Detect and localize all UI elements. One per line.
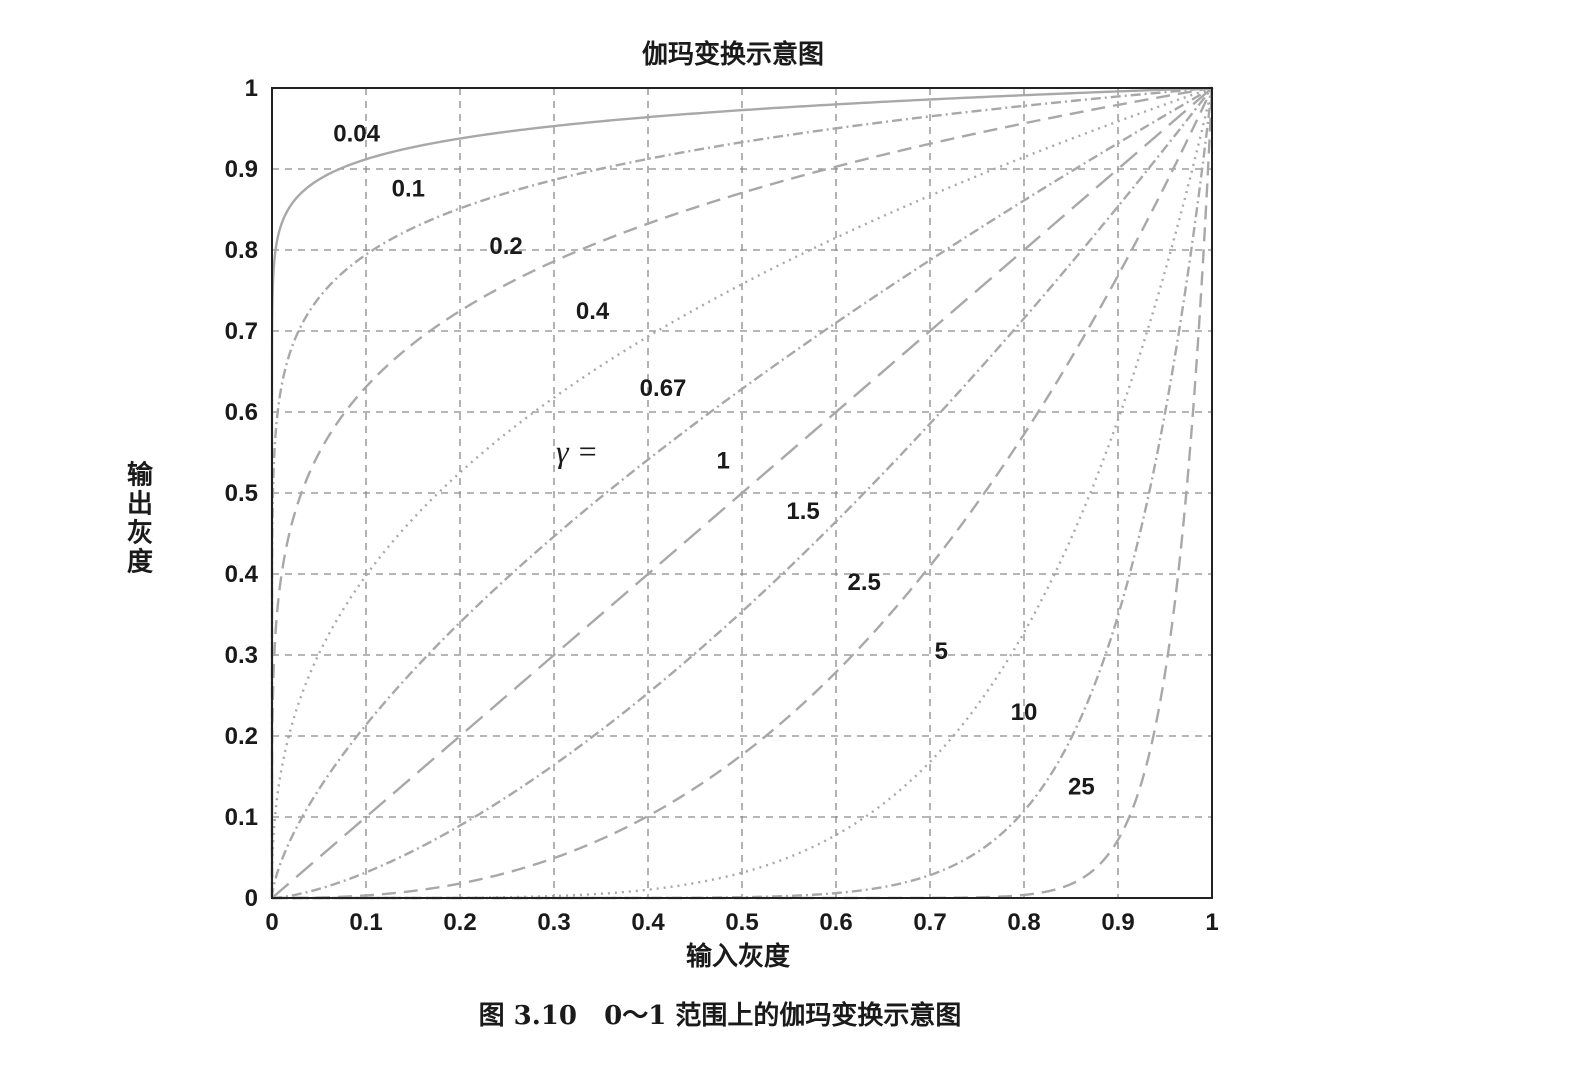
y-tick-label: 1 xyxy=(245,75,258,102)
gamma-label-10: 10 xyxy=(1011,699,1038,726)
y-tick-label: 0.5 xyxy=(225,480,258,507)
x-tick-label: 1 xyxy=(1205,909,1218,936)
gamma-curve-10 xyxy=(272,87,1214,900)
y-axis-label: 输出灰度 xyxy=(127,460,154,578)
x-tick-label: 0.6 xyxy=(819,909,852,936)
x-tick-label: 0.8 xyxy=(1007,909,1040,936)
gamma-label-25: 25 xyxy=(1068,773,1095,800)
x-tick-label: 0.4 xyxy=(631,909,665,936)
x-tick-label: 0.3 xyxy=(537,909,570,936)
y-tick-label: 0.6 xyxy=(225,399,258,426)
y-tick-label: 0 xyxy=(245,885,258,912)
x-tick-label: 0.7 xyxy=(913,909,946,936)
gamma-label-0-04: 0.04 xyxy=(333,120,380,147)
y-tick-label: 0.4 xyxy=(225,561,259,588)
gamma-curve-1-5 xyxy=(271,86,1214,900)
gamma-value-labels: 0.04 0.1 0.2 0.4 0.67 1 1.5 2.5 5 10 25 xyxy=(333,120,1094,800)
gamma-label-1-5: 1.5 xyxy=(786,498,819,525)
gamma-curve-0-67 xyxy=(270,86,1213,899)
x-tick-labels: 0 0.1 0.2 0.3 0.4 0.5 0.6 0.7 0.8 0.9 1 xyxy=(265,909,1218,936)
y-tick-labels: 0 0.1 0.2 0.3 0.4 0.5 0.6 0.7 0.8 0.9 1 xyxy=(225,75,259,912)
x-tick-label: 0.1 xyxy=(349,909,382,936)
gamma-label-0-2: 0.2 xyxy=(489,233,522,260)
y-tick-label: 0.9 xyxy=(225,156,258,183)
gamma-curve-0-4 xyxy=(270,86,1213,898)
y-tick-label: 0.8 xyxy=(225,237,258,264)
gamma-curve-0-1 xyxy=(270,86,1213,898)
gamma-curve-25 xyxy=(272,87,1214,900)
gamma-curves xyxy=(270,86,1214,900)
gamma-label-2-5: 2.5 xyxy=(848,569,881,596)
gamma-label-0-67: 0.67 xyxy=(640,375,687,402)
figure-caption: 图 3.10 0～1 范围上的伽玛变换示意图 xyxy=(479,1000,962,1031)
grid-lines xyxy=(272,88,1212,898)
x-tick-label: 0.5 xyxy=(725,909,758,936)
gamma-label-1: 1 xyxy=(717,448,730,475)
y-tick-label: 0.7 xyxy=(225,318,258,345)
x-tick-label: 0.9 xyxy=(1101,909,1134,936)
gamma-curve-2-5 xyxy=(272,86,1214,900)
plot-frame xyxy=(271,87,1213,899)
gamma-label-5: 5 xyxy=(935,638,948,665)
y-tick-label: 0.1 xyxy=(225,804,258,831)
gamma-label-0-1: 0.1 xyxy=(392,176,425,203)
gamma-curve-1 xyxy=(271,86,1214,899)
chart-title: 伽玛变换示意图 xyxy=(642,39,824,70)
x-tick-label: 0.2 xyxy=(443,909,476,936)
gamma-curve-0-04 xyxy=(270,86,1213,898)
x-tick-label: 0 xyxy=(265,909,278,936)
x-axis-label: 输入灰度 xyxy=(686,941,790,972)
gamma-symbol: γ = xyxy=(556,433,598,469)
y-tick-label: 0.2 xyxy=(225,723,258,750)
gamma-curve-0-2 xyxy=(270,86,1213,898)
y-tick-label: 0.3 xyxy=(225,642,258,669)
gamma-curve-5 xyxy=(272,86,1214,900)
gamma-label-0-4: 0.4 xyxy=(576,298,610,325)
